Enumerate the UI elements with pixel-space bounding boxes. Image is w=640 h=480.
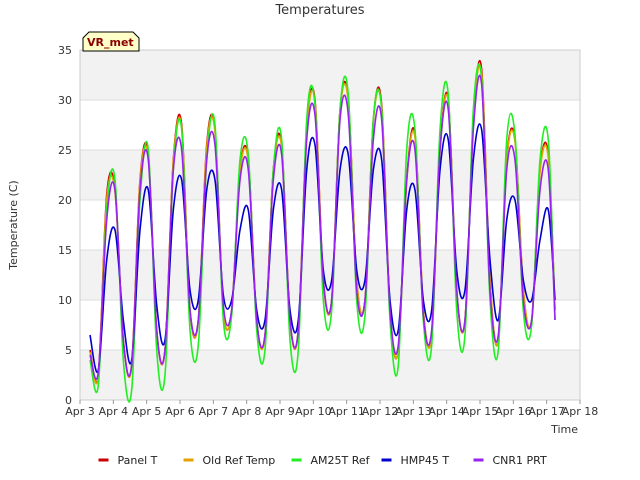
plot-band	[80, 100, 580, 150]
legend: Panel T Old Ref Temp AM25T Ref HMP45 T CNR1 …	[98, 454, 548, 467]
legend-item: CNR1 PRT	[473, 454, 548, 467]
plot-band	[80, 150, 580, 200]
series-line-cnr1-prt	[89, 74, 556, 381]
badge-shape	[82, 31, 140, 52]
y-tick-label: 35	[58, 44, 72, 57]
chart-title: Temperatures	[274, 3, 364, 18]
plot-band	[80, 50, 580, 100]
legend-label: Panel T	[118, 454, 158, 467]
legend-item: HMP45 T	[381, 454, 450, 467]
series-layer	[89, 60, 556, 403]
x-axis-label: Time	[550, 423, 578, 436]
y-tick-label: 25	[58, 144, 72, 157]
legend-label: HMP45 T	[401, 454, 450, 467]
y-tick-label: 10	[58, 294, 72, 307]
x-tick-label: Apr 16	[495, 405, 532, 418]
x-tick-label: Apr 13	[395, 405, 432, 418]
x-tick-label: Apr 18	[562, 405, 599, 418]
legend-item: AM25T Ref	[291, 454, 371, 467]
badge-label: VR_met	[87, 36, 134, 49]
source-badge: VR_met	[82, 31, 140, 52]
y-tick-label: 0	[65, 394, 72, 407]
x-axis-ticks: Apr 3 Apr 4 Apr 5 Apr 6 Apr 7 Apr 8 Apr 9 Apr 1…	[65, 400, 598, 418]
x-tick-label: Apr 10	[295, 405, 332, 418]
x-tick-label: Apr 17	[528, 405, 565, 418]
x-tick-label: Apr 4	[99, 405, 129, 418]
x-tick-label: Apr 15	[462, 405, 499, 418]
legend-item: Panel T	[98, 454, 158, 467]
x-tick-label: Apr 5	[132, 405, 162, 418]
x-tick-label: Apr 11	[328, 405, 365, 418]
y-axis-ticks: 0 5 10 15 20 25 30 35	[58, 44, 72, 407]
x-tick-label: Apr 14	[428, 405, 465, 418]
y-tick-label: 15	[58, 244, 72, 257]
plot-band	[80, 350, 580, 400]
y-tick-label: 30	[58, 94, 72, 107]
x-tick-label: Apr 12	[362, 405, 399, 418]
plot-band	[80, 200, 580, 250]
legend-label: AM25T Ref	[311, 454, 371, 467]
legend-label: CNR1 PRT	[493, 454, 548, 467]
x-tick-label: Apr 8	[232, 405, 262, 418]
x-tick-label: Apr 6	[165, 405, 195, 418]
y-tick-label: 20	[58, 194, 72, 207]
x-tick-label: Apr 9	[265, 405, 295, 418]
plot-background	[80, 50, 580, 400]
plot-band	[80, 250, 580, 300]
legend-item: Old Ref Temp	[183, 454, 276, 467]
y-axis-label: Temperature (C)	[7, 180, 20, 270]
legend-label: Old Ref Temp	[203, 454, 276, 467]
x-tick-label: Apr 3	[65, 405, 95, 418]
plot-frame	[79, 49, 581, 401]
x-tick-label: Apr 7	[199, 405, 229, 418]
y-tick-label: 5	[65, 344, 72, 357]
